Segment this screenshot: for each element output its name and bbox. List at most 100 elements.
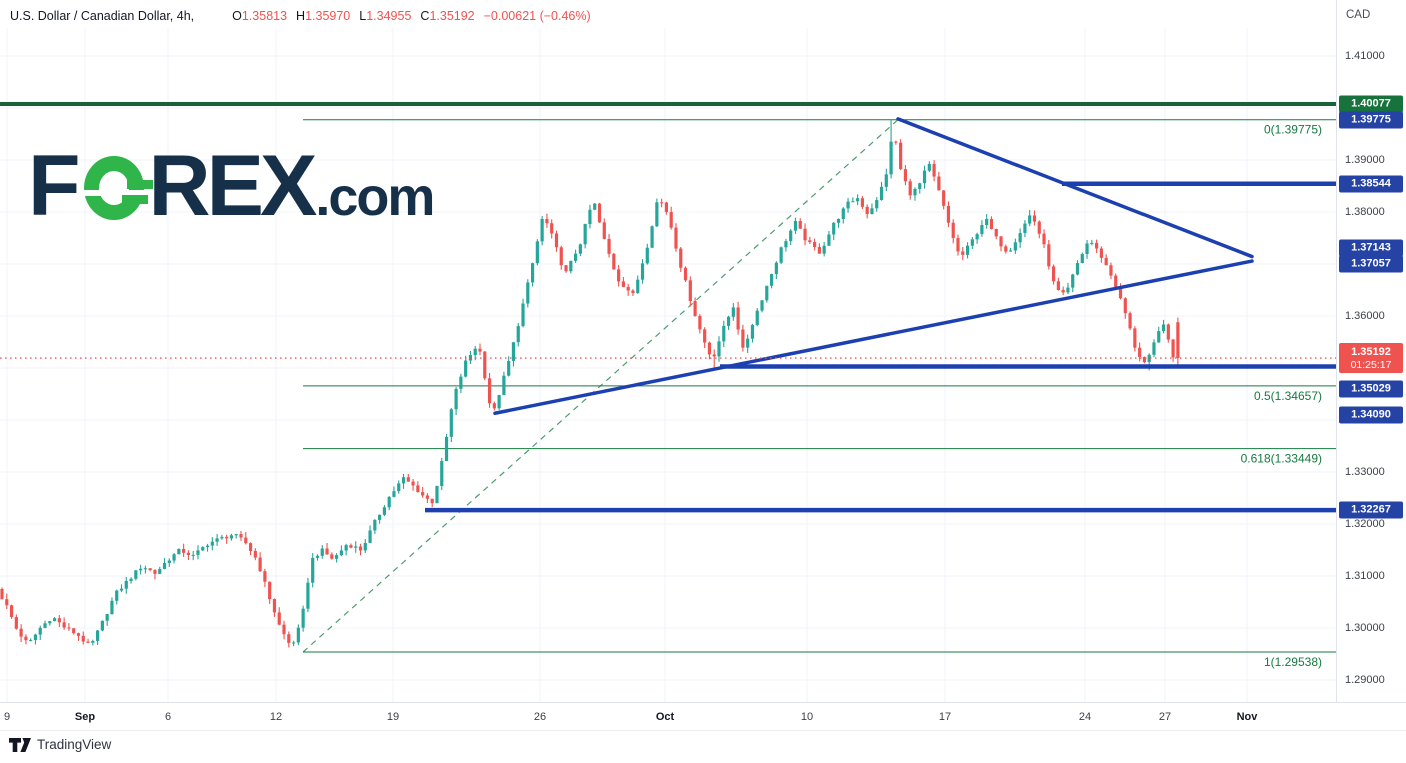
candle[interactable] bbox=[1104, 254, 1108, 266]
candle[interactable] bbox=[1090, 239, 1094, 246]
candle[interactable] bbox=[688, 276, 692, 307]
candle[interactable] bbox=[72, 628, 76, 635]
candle[interactable] bbox=[1152, 339, 1156, 358]
candle[interactable] bbox=[344, 543, 348, 556]
candle[interactable] bbox=[1157, 326, 1161, 343]
candle[interactable] bbox=[124, 577, 128, 594]
candle[interactable] bbox=[545, 213, 549, 228]
candle[interactable] bbox=[110, 597, 114, 615]
candle[interactable] bbox=[311, 553, 315, 588]
candle[interactable] bbox=[985, 214, 989, 229]
candle[interactable] bbox=[750, 323, 755, 343]
candle[interactable] bbox=[836, 218, 841, 228]
candle[interactable] bbox=[784, 238, 788, 252]
candle[interactable] bbox=[1047, 239, 1051, 270]
candle[interactable] bbox=[970, 237, 974, 250]
candle[interactable] bbox=[660, 198, 664, 208]
candle[interactable] bbox=[268, 581, 272, 604]
candle[interactable] bbox=[349, 543, 353, 549]
candle[interactable] bbox=[416, 481, 420, 493]
candle[interactable] bbox=[741, 324, 745, 352]
candle[interactable] bbox=[287, 631, 291, 648]
candle[interactable] bbox=[1080, 252, 1084, 264]
candle[interactable] bbox=[277, 607, 281, 626]
candle[interactable] bbox=[210, 537, 214, 551]
candle[interactable] bbox=[1099, 246, 1103, 263]
candle[interactable] bbox=[1023, 220, 1027, 238]
candle[interactable] bbox=[564, 265, 568, 273]
candle[interactable] bbox=[129, 577, 133, 584]
candle[interactable] bbox=[0, 587, 4, 600]
candle[interactable] bbox=[593, 203, 597, 211]
candle[interactable] bbox=[535, 239, 539, 266]
candle[interactable] bbox=[182, 543, 186, 557]
candle[interactable] bbox=[153, 569, 157, 580]
tradingview-attribution[interactable]: TradingView bbox=[9, 737, 111, 752]
candle[interactable] bbox=[803, 223, 807, 246]
candle[interactable] bbox=[956, 234, 960, 256]
candle[interactable] bbox=[24, 634, 28, 645]
candle[interactable] bbox=[1037, 220, 1041, 239]
candle[interactable] bbox=[143, 565, 147, 574]
candle[interactable] bbox=[162, 558, 167, 570]
candle[interactable] bbox=[96, 629, 100, 645]
candle[interactable] bbox=[626, 283, 630, 296]
candle[interactable] bbox=[358, 543, 363, 556]
candle[interactable] bbox=[607, 233, 611, 258]
candle[interactable] bbox=[48, 621, 52, 626]
candle[interactable] bbox=[382, 504, 386, 517]
candle[interactable] bbox=[244, 532, 248, 545]
candle[interactable] bbox=[1028, 209, 1032, 227]
chart-canvas[interactable]: 0(1.39775) 0.5(1.34657) 0.618(1.33449) 1(1.… bbox=[0, 0, 1336, 702]
candle[interactable] bbox=[846, 198, 850, 213]
candle[interactable] bbox=[1095, 239, 1099, 254]
candle[interactable] bbox=[14, 614, 18, 630]
candle[interactable] bbox=[1056, 277, 1060, 291]
candle[interactable] bbox=[368, 525, 372, 544]
candle[interactable] bbox=[989, 216, 994, 230]
candle[interactable] bbox=[1114, 273, 1118, 289]
candle[interactable] bbox=[67, 623, 71, 631]
candle[interactable] bbox=[478, 343, 482, 356]
candle[interactable] bbox=[91, 639, 95, 646]
candle[interactable] bbox=[497, 394, 501, 411]
candle[interactable] bbox=[980, 220, 984, 237]
candle[interactable] bbox=[731, 303, 735, 321]
candle[interactable] bbox=[258, 552, 262, 572]
candle[interactable] bbox=[932, 160, 936, 182]
candle[interactable] bbox=[908, 178, 912, 200]
candle[interactable] bbox=[841, 207, 845, 224]
candle[interactable] bbox=[105, 613, 109, 626]
candle[interactable] bbox=[507, 356, 511, 377]
candle[interactable] bbox=[965, 242, 970, 259]
candle[interactable] bbox=[502, 371, 506, 396]
candle[interactable] bbox=[225, 534, 229, 544]
candle[interactable] bbox=[894, 140, 898, 145]
candle[interactable] bbox=[578, 243, 582, 257]
candle[interactable] bbox=[139, 564, 143, 575]
candle[interactable] bbox=[813, 238, 817, 251]
candle[interactable] bbox=[961, 246, 965, 261]
candle[interactable] bbox=[817, 243, 821, 254]
candle[interactable] bbox=[559, 245, 563, 270]
candle[interactable] bbox=[1138, 342, 1142, 362]
candle[interactable] bbox=[373, 519, 377, 535]
candle[interactable] bbox=[296, 624, 300, 646]
candle[interactable] bbox=[5, 593, 9, 610]
candle[interactable] bbox=[832, 222, 836, 241]
candle[interactable] bbox=[421, 486, 425, 498]
candle[interactable] bbox=[196, 545, 200, 560]
candle[interactable] bbox=[884, 168, 888, 191]
candle[interactable] bbox=[401, 474, 406, 489]
candle[interactable] bbox=[449, 407, 453, 443]
candle[interactable] bbox=[975, 232, 979, 244]
candle[interactable] bbox=[430, 498, 434, 508]
candle[interactable] bbox=[306, 577, 310, 613]
candle[interactable] bbox=[1133, 326, 1137, 352]
candle[interactable] bbox=[1176, 317, 1180, 367]
candle[interactable] bbox=[693, 297, 697, 317]
candle[interactable] bbox=[942, 190, 946, 210]
candle[interactable] bbox=[81, 631, 85, 645]
candle[interactable] bbox=[856, 194, 860, 206]
candle[interactable] bbox=[263, 568, 267, 588]
